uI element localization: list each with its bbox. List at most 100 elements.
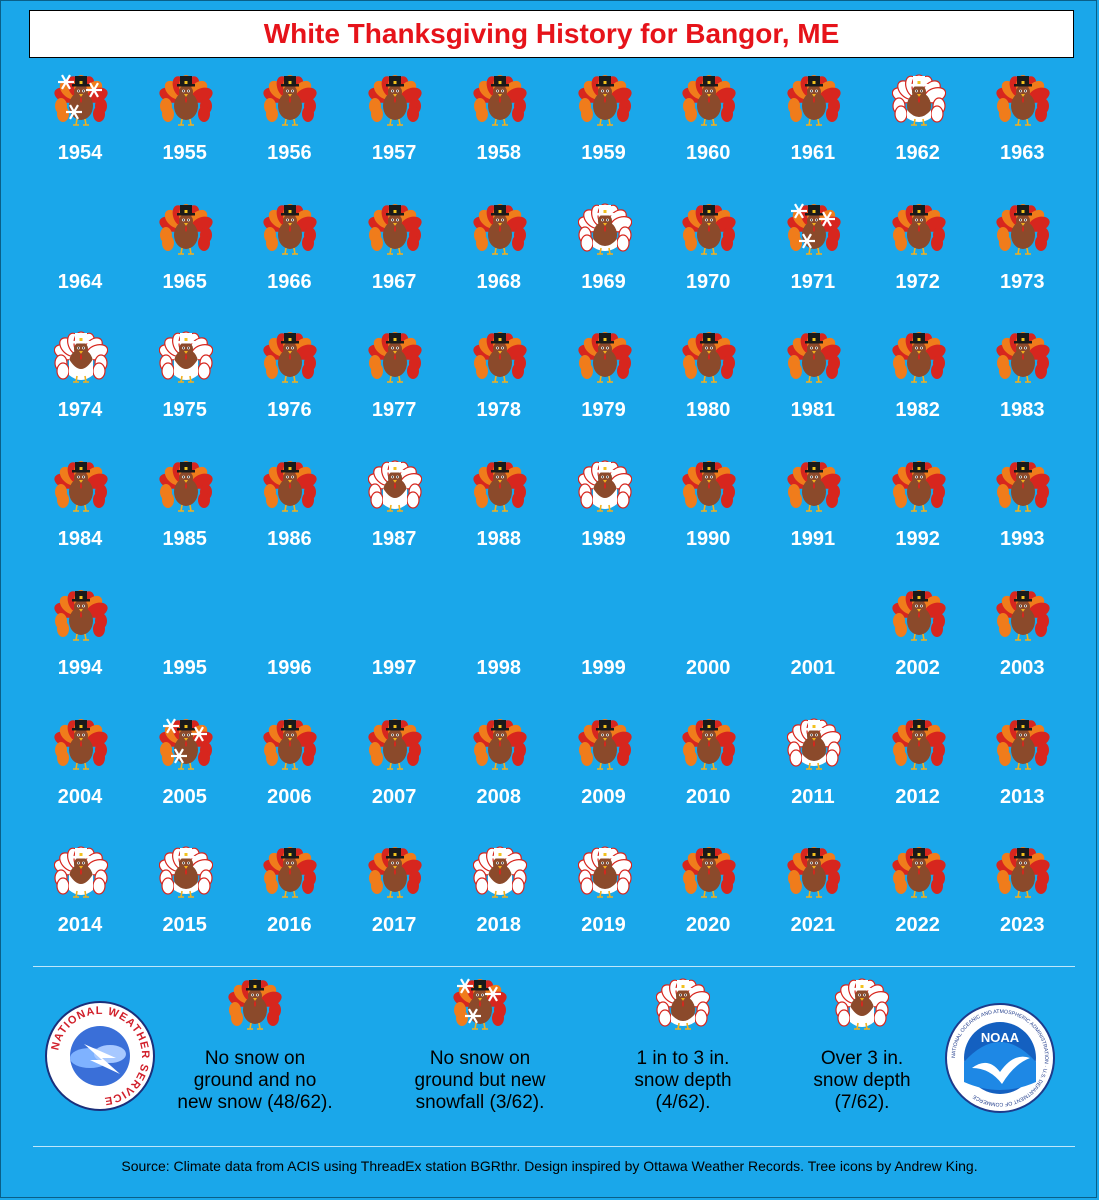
year-label: 1975 xyxy=(162,399,207,422)
year-label: 2016 xyxy=(267,914,312,937)
legend-item-over_three: Over 3 in. snow depth (7/62). xyxy=(762,976,962,1126)
year-label: 1995 xyxy=(162,656,207,679)
year-cell: 1959 xyxy=(554,70,654,190)
legend-label: No snow on ground but new snowfall (3/62). xyxy=(380,1048,580,1114)
year-label: 2012 xyxy=(895,785,940,808)
year-cell: 1981 xyxy=(763,327,863,447)
year-cell: 1955 xyxy=(135,70,235,190)
year-cell: 1961 xyxy=(763,70,863,190)
year-label: 1992 xyxy=(895,528,940,551)
year-cell: 1954 xyxy=(30,70,130,190)
year-cell: 1986 xyxy=(239,456,339,576)
year-label: 1990 xyxy=(685,528,731,551)
year-label: 1979 xyxy=(581,399,626,422)
year-label: 1972 xyxy=(895,270,940,293)
year-label: 1978 xyxy=(476,399,522,422)
year-label: 1971 xyxy=(790,270,836,293)
year-label: 1973 xyxy=(1000,270,1045,293)
year-cell: 1987 xyxy=(344,456,444,576)
year-cell: 1983 xyxy=(972,327,1072,447)
legend-item-none: No snow on ground and no new snow (48/62). xyxy=(155,976,355,1126)
divider-top xyxy=(33,966,1075,967)
year-label: 2015 xyxy=(162,914,207,937)
year-label: 1987 xyxy=(371,528,417,551)
year-label: 1983 xyxy=(1000,399,1045,422)
year-cell: 2009 xyxy=(554,714,654,834)
year-cell: 1971 xyxy=(763,199,863,319)
year-label: 1963 xyxy=(1000,142,1045,164)
year-cell: 1973 xyxy=(972,199,1072,319)
year-label: 1954 xyxy=(57,142,103,164)
year-cell: 1966 xyxy=(239,199,339,319)
year-cell: 2008 xyxy=(449,714,549,834)
year-cell: 2023 xyxy=(972,842,1072,962)
year-label: 1998 xyxy=(476,656,522,679)
year-cell: 2015 xyxy=(135,842,235,962)
legend-label-line: snowfall (3/62). xyxy=(415,1092,545,1113)
year-label: 2017 xyxy=(371,914,417,937)
year-label: 1999 xyxy=(581,656,626,679)
year-label: 2008 xyxy=(476,785,522,808)
legend-label-line: Over 3 in. xyxy=(820,1048,904,1069)
year-label: 2013 xyxy=(1000,785,1045,808)
year-label: 1993 xyxy=(1000,528,1045,551)
legend-label-line: snow depth xyxy=(634,1070,732,1091)
year-cell: 2017 xyxy=(344,842,444,962)
year-label: 2009 xyxy=(581,785,626,808)
year-cell: 2006 xyxy=(239,714,339,834)
legend-item-one_to_three: 1 in to 3 in. snow depth (4/62). xyxy=(583,976,783,1126)
year-cell: 2002 xyxy=(868,585,968,705)
year-label: 2022 xyxy=(895,914,940,937)
year-cell: 2001 xyxy=(763,585,863,705)
year-cell: 1992 xyxy=(868,456,968,576)
year-cell: 2012 xyxy=(868,714,968,834)
year-cell: 1998 xyxy=(449,585,549,705)
year-label: 1966 xyxy=(267,270,312,293)
year-cell: 2010 xyxy=(658,714,758,834)
legend-label-line: snow depth xyxy=(813,1070,911,1091)
year-cell: 1978 xyxy=(449,327,549,447)
year-cell: 2014 xyxy=(30,842,130,962)
legend-label: No snow on ground and no new snow (48/62). xyxy=(155,1048,355,1114)
year-cell: 1958 xyxy=(449,70,549,190)
year-label: 2003 xyxy=(1000,656,1045,679)
year-cell: 1980 xyxy=(658,327,758,447)
year-label: 2007 xyxy=(371,785,417,808)
year-label: 1961 xyxy=(790,142,836,164)
year-label: 1965 xyxy=(162,270,207,293)
year-cell: 1997 xyxy=(344,585,444,705)
year-label: 1984 xyxy=(57,528,103,551)
divider-bottom xyxy=(33,1146,1075,1147)
year-cell: 1985 xyxy=(135,456,235,576)
year-label: 2004 xyxy=(57,785,103,808)
legend-label-line: (4/62). xyxy=(655,1092,711,1113)
year-cell: 1960 xyxy=(658,70,758,190)
year-cell: 1965 xyxy=(135,199,235,319)
year-cell: 1996 xyxy=(239,585,339,705)
year-cell: 1957 xyxy=(344,70,444,190)
legend-label-line: new snow (48/62). xyxy=(177,1092,333,1113)
legend-label-line: ground but new xyxy=(414,1070,546,1091)
year-cell: 1999 xyxy=(554,585,654,705)
year-label: 1957 xyxy=(371,142,417,164)
year-label: 1982 xyxy=(895,399,940,422)
year-label: 2021 xyxy=(790,914,836,937)
legend-label-line: (7/62). xyxy=(834,1092,890,1113)
year-cell: 1962 xyxy=(868,70,968,190)
chart-title: White Thanksgiving History for Bangor, M… xyxy=(263,18,840,49)
year-label: 1967 xyxy=(371,270,417,293)
year-cell: 2018 xyxy=(449,842,549,962)
legend-label-line: 1 in to 3 in. xyxy=(636,1048,730,1069)
year-cell: 1988 xyxy=(449,456,549,576)
year-label: 1980 xyxy=(685,399,731,422)
year-label: 1985 xyxy=(162,528,207,551)
year-label: 2000 xyxy=(685,656,731,679)
year-cell: 1975 xyxy=(135,327,235,447)
year-label: 2010 xyxy=(685,785,731,808)
year-label: 1970 xyxy=(685,270,731,293)
year-cell: 2011 xyxy=(763,714,863,834)
year-label: 2014 xyxy=(57,914,103,937)
year-label: 2020 xyxy=(685,914,731,937)
year-label: 1969 xyxy=(581,270,626,293)
